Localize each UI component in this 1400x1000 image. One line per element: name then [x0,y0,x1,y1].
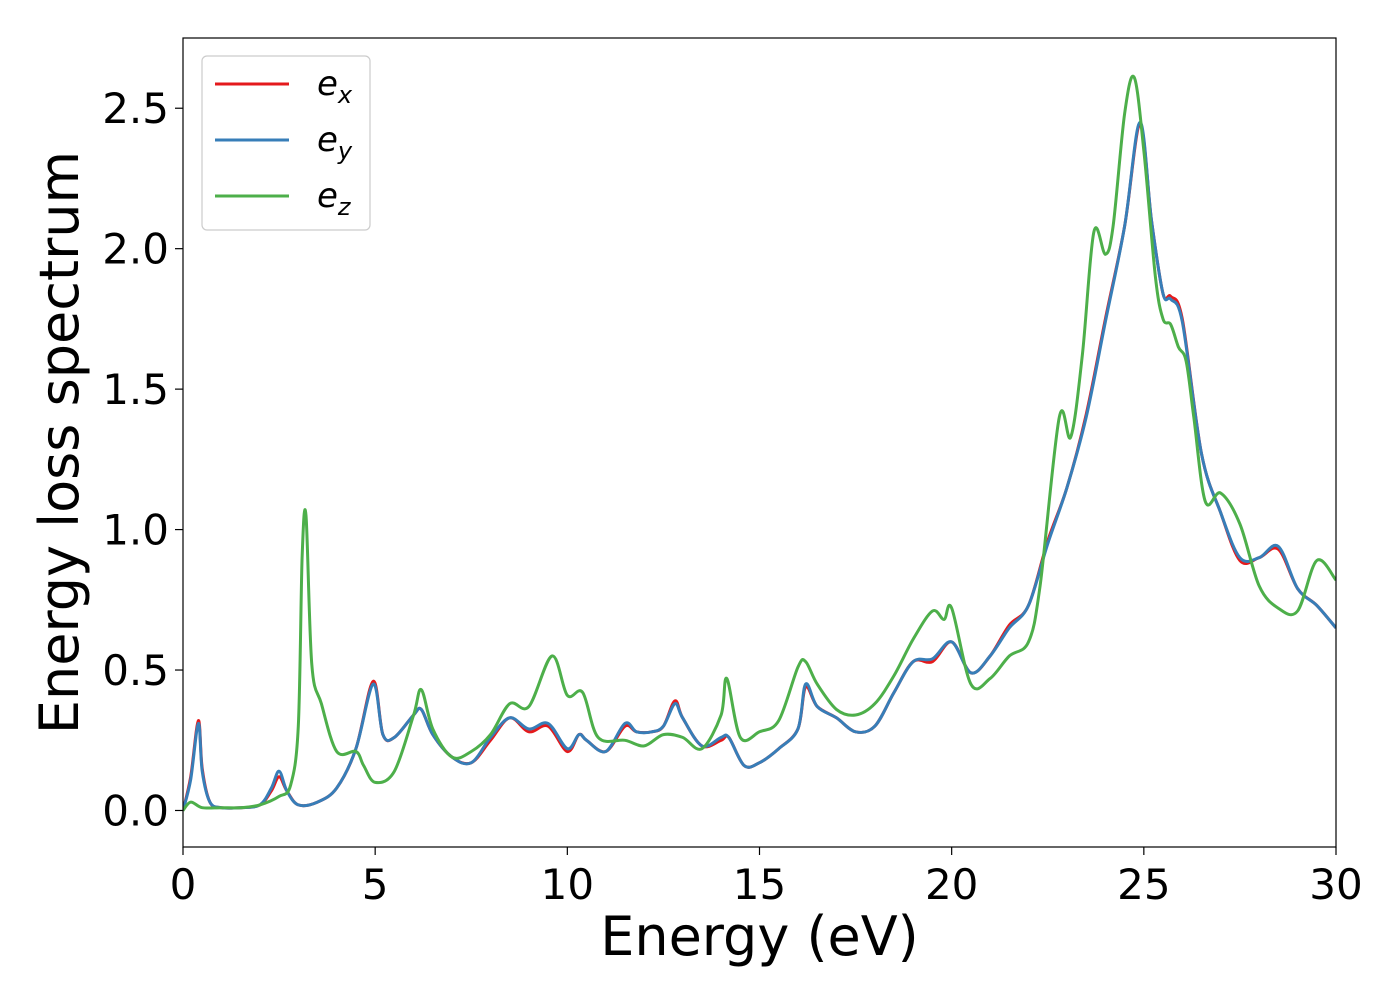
legend-label-e-x: ex [317,64,353,109]
series-line-e-z [183,74,1336,812]
x-tick-label: 25 [1117,860,1170,909]
y-tick-label: 2.5 [102,84,169,133]
x-tick-label: 20 [925,860,978,909]
legend-label-e-y: ey [317,120,353,165]
legend-frame [201,55,371,231]
y-tick-label: 1.0 [102,506,169,555]
x-tick-label: 10 [541,860,594,909]
x-tick-label: 15 [733,860,786,909]
series-layer [183,74,1336,812]
legend: ex ey ez [201,55,371,231]
y-tick-label: 1.5 [102,365,169,414]
y-tick-label: 0.0 [102,786,169,835]
x-tick-label: 0 [170,860,197,909]
x-tick-label: 5 [362,860,389,909]
y-axis-title: Energy loss spectrum [28,151,91,734]
x-tick-label: 30 [1309,860,1362,909]
y-tick-label: 2.0 [102,225,169,274]
y-axis-ticks: 0.0 0.5 1.0 1.5 2.0 2.5 [102,84,183,835]
x-axis-title: Energy (eV) [600,905,919,968]
y-tick-label: 0.5 [102,646,169,695]
legend-label-e-z: ez [317,176,352,221]
x-axis-ticks: 0 5 10 15 20 25 30 [170,847,1363,909]
